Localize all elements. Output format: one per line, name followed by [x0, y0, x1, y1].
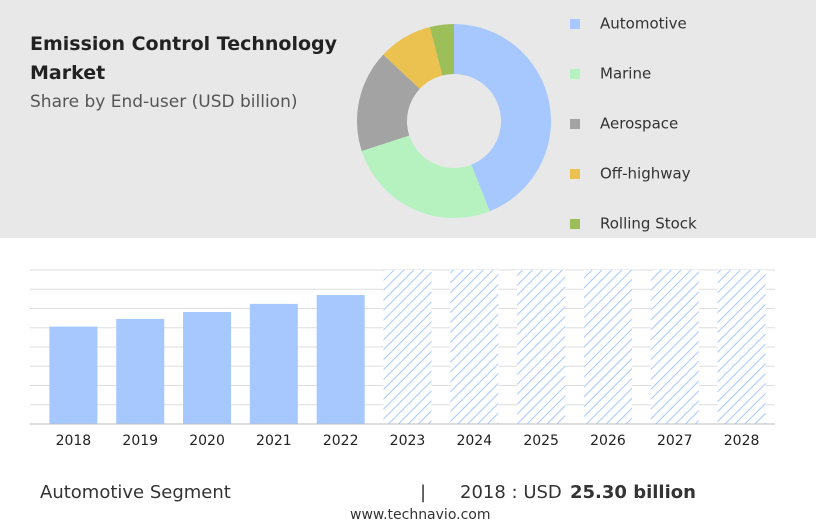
- x-tick-label: 2022: [323, 433, 359, 449]
- bar: [249, 303, 298, 424]
- x-tick-label: 2027: [657, 433, 693, 449]
- legend-label: Off-highway: [600, 165, 691, 183]
- bar: [49, 326, 98, 424]
- forecast-placeholder: [450, 270, 499, 424]
- bar: [116, 318, 165, 424]
- donut-slice: [357, 54, 420, 151]
- forecast-placeholder: [383, 270, 432, 424]
- chart-subtitle: Share by End-user (USD billion): [30, 92, 298, 112]
- x-tick-label: 2026: [590, 433, 626, 449]
- legend-swatch: [570, 69, 580, 79]
- x-tick-label: 2025: [523, 433, 559, 449]
- legend-label: Automotive: [600, 15, 687, 33]
- segment-label: Automotive Segment: [40, 482, 231, 503]
- separator: |: [420, 482, 427, 503]
- value-label: 25.30 billion: [570, 482, 696, 503]
- x-tick-label: 2018: [56, 433, 92, 449]
- x-tick-label: 2019: [122, 433, 158, 449]
- legend-swatch: [570, 119, 580, 129]
- donut-slice: [361, 135, 490, 218]
- donut-slice: [383, 27, 443, 89]
- x-tick-label: 2020: [189, 433, 225, 449]
- chart-title: Emission Control Technology Market: [30, 33, 338, 84]
- donut-slice: [429, 24, 454, 76]
- legend-label: Rolling Stock: [600, 215, 697, 233]
- legend-label: Aerospace: [600, 115, 678, 133]
- legend-label: Marine: [600, 65, 651, 83]
- bar: [316, 295, 365, 424]
- forecast-placeholder: [650, 270, 699, 424]
- legend-swatch: [570, 169, 580, 179]
- x-tick-label: 2024: [456, 433, 492, 449]
- forecast-placeholder: [717, 270, 766, 424]
- x-tick-label: 2028: [724, 433, 760, 449]
- forecast-placeholder: [517, 270, 566, 424]
- chart: Automotive Marine Aerospace Off-highway Roll…: [30, 15, 775, 449]
- legend-swatch: [570, 19, 580, 29]
- x-tick-label: 2023: [390, 433, 426, 449]
- donut-slice: [454, 24, 551, 212]
- forecast-placeholder: [583, 270, 632, 424]
- bar: [183, 311, 232, 424]
- source: www.technavio.com: [350, 507, 491, 523]
- x-tick-label: 2021: [256, 433, 292, 449]
- year-label: 2018 : USD: [460, 482, 562, 503]
- legend-swatch: [570, 219, 580, 229]
